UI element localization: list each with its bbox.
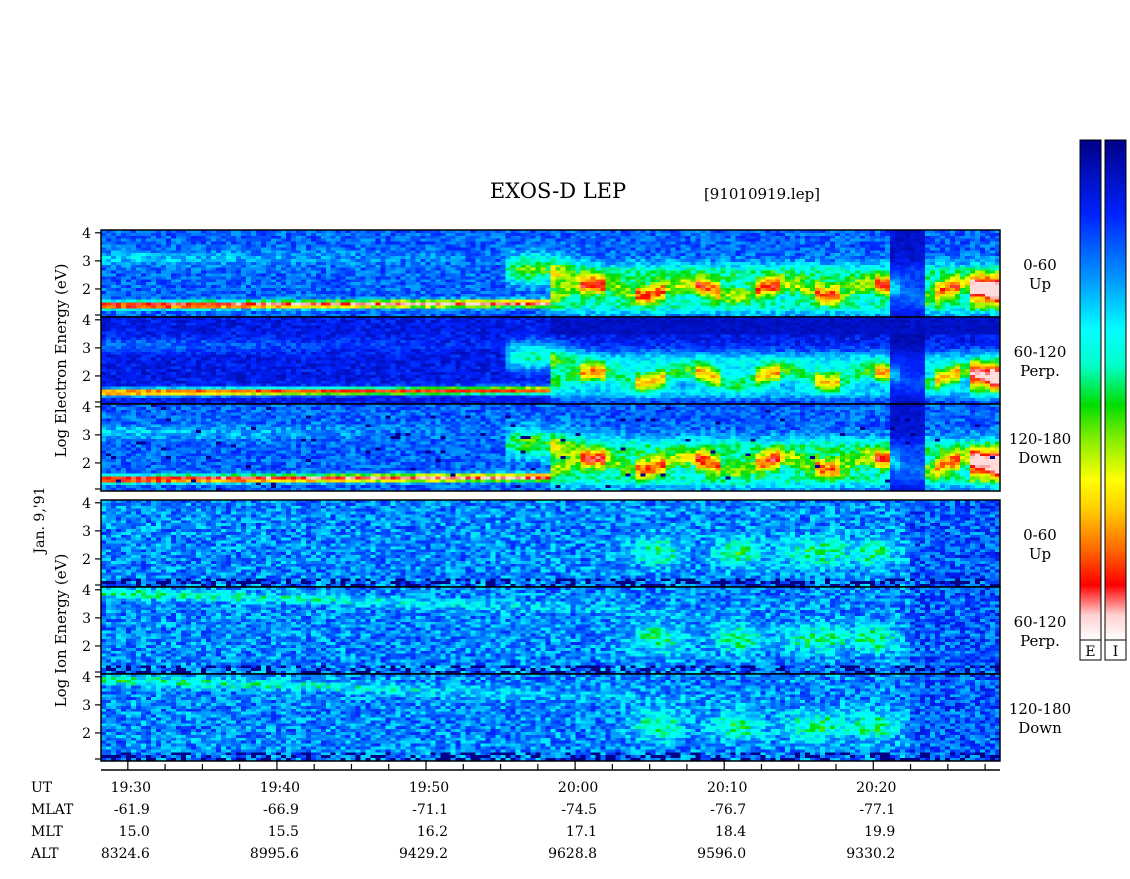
x-tick-time: 20:10 xyxy=(707,780,747,796)
x-tick-time: 19:50 xyxy=(409,780,449,796)
x-axis: UT MLAT MLT ALT 19:30 -61.9 15.0 8324.6 19:40 -66… xyxy=(30,760,1000,862)
x-tick-alt: 9330.2 xyxy=(846,846,895,862)
panel-direction-label: Down xyxy=(1018,449,1062,467)
y-tick-label: 4 xyxy=(82,583,91,599)
y-tick-label: 2 xyxy=(82,282,91,298)
panel-angle-label: 120-180 xyxy=(1009,700,1071,718)
y-tick-label: 2 xyxy=(82,369,91,385)
heatmap-panel-electron-2 xyxy=(101,317,1000,404)
x-tick-mlt: 19.9 xyxy=(864,824,895,840)
panel-angle-label: 60-120 xyxy=(1014,343,1067,361)
y-tick-label: 4 xyxy=(82,400,91,416)
y-tick-label: 3 xyxy=(82,341,91,357)
x-row-label: UT xyxy=(31,780,53,796)
y-tick-label: 4 xyxy=(82,496,91,512)
x-tick-time: 19:40 xyxy=(260,780,300,796)
y-tick-label: 3 xyxy=(82,698,91,714)
x-tick-mlat: -77.1 xyxy=(859,802,895,818)
y-tick-label: 4 xyxy=(82,313,91,329)
date-label: Jan. 9,'91 xyxy=(32,487,48,556)
x-row-label: MLT xyxy=(31,824,63,840)
heatmap-panel-ion-3 xyxy=(101,674,1000,761)
x-tick-mlat: -71.1 xyxy=(412,802,448,818)
y-tick-label: 4 xyxy=(82,226,91,242)
panel-direction-label: Up xyxy=(1029,545,1051,563)
x-tick-alt: 9628.8 xyxy=(548,846,597,862)
panel-angle-label: 60-120 xyxy=(1014,613,1067,631)
heatmap-panel-electron-1 xyxy=(101,230,1000,317)
colorbar-label-e: E xyxy=(1085,644,1095,660)
x-tick-time: 20:20 xyxy=(856,780,896,796)
panel-direction-label: Perp. xyxy=(1020,632,1060,650)
panel-frame xyxy=(100,403,1001,492)
spectrogram-panels: 0-60Up60-120Perp.120-180Down0-60Up60-120… xyxy=(100,229,1071,762)
file-label: [91010919.lep] xyxy=(704,185,820,203)
y-tick-label: 3 xyxy=(82,524,91,540)
x-tick-mlat: -66.9 xyxy=(263,802,299,818)
x-tick-mlat: -74.5 xyxy=(561,802,597,818)
x-row-label: ALT xyxy=(30,846,59,862)
x-row-label: MLAT xyxy=(31,802,74,818)
colorbar-electron: E xyxy=(1079,139,1102,661)
x-tick-mlt: 15.5 xyxy=(268,824,299,840)
x-tick-alt: 9596.0 xyxy=(697,846,746,862)
x-tick-time: 20:00 xyxy=(558,780,598,796)
heatmap-panel-ion-1 xyxy=(101,500,1000,587)
y-tick-label: 2 xyxy=(82,726,91,742)
x-tick-mlt: 16.2 xyxy=(417,824,448,840)
colorbar-ion: I xyxy=(1104,139,1127,661)
panel-direction-label: Perp. xyxy=(1020,362,1060,380)
x-tick-time: 19:30 xyxy=(111,780,151,796)
colorbar-label-i: I xyxy=(1113,644,1119,660)
y-tick-label: 3 xyxy=(82,611,91,627)
figure-title: EXOS-D LEP xyxy=(490,179,626,203)
y-axis-label-ion: Log Ion Energy (eV) xyxy=(52,554,70,708)
panel-frame xyxy=(100,673,1001,762)
y-tick-label: 2 xyxy=(82,639,91,655)
x-tick-alt: 8324.6 xyxy=(101,846,150,862)
panel-direction-label: Down xyxy=(1018,719,1062,737)
panel-direction-label: Up xyxy=(1029,275,1051,293)
y-axes: 4 3 2 4 3 2 4 3 2 Log Electron Energy (eV) 4 3 2 4 3 2 4… xyxy=(52,226,101,760)
x-tick-mlat: -76.7 xyxy=(710,802,746,818)
y-tick-label: 2 xyxy=(82,552,91,568)
y-tick-label: 3 xyxy=(82,428,91,444)
panel-angle-label: 0-60 xyxy=(1023,526,1057,544)
y-tick-label: 2 xyxy=(82,456,91,472)
x-tick-alt: 9429.2 xyxy=(399,846,448,862)
y-tick-label: 3 xyxy=(82,254,91,270)
heatmap-panel-electron-3 xyxy=(101,404,1000,491)
x-tick-mlt: 17.1 xyxy=(566,824,597,840)
y-tick-label: 4 xyxy=(82,670,91,686)
y-axis-label-electron: Log Electron Energy (eV) xyxy=(52,264,70,458)
heatmap-panel-ion-2 xyxy=(101,587,1000,674)
panel-angle-label: 120-180 xyxy=(1009,430,1071,448)
x-tick-alt: 8995.6 xyxy=(250,846,299,862)
panel-angle-label: 0-60 xyxy=(1023,256,1057,274)
x-tick-mlt: 15.0 xyxy=(119,824,150,840)
x-tick-mlat: -61.9 xyxy=(114,802,150,818)
x-tick-mlt: 18.4 xyxy=(715,824,746,840)
